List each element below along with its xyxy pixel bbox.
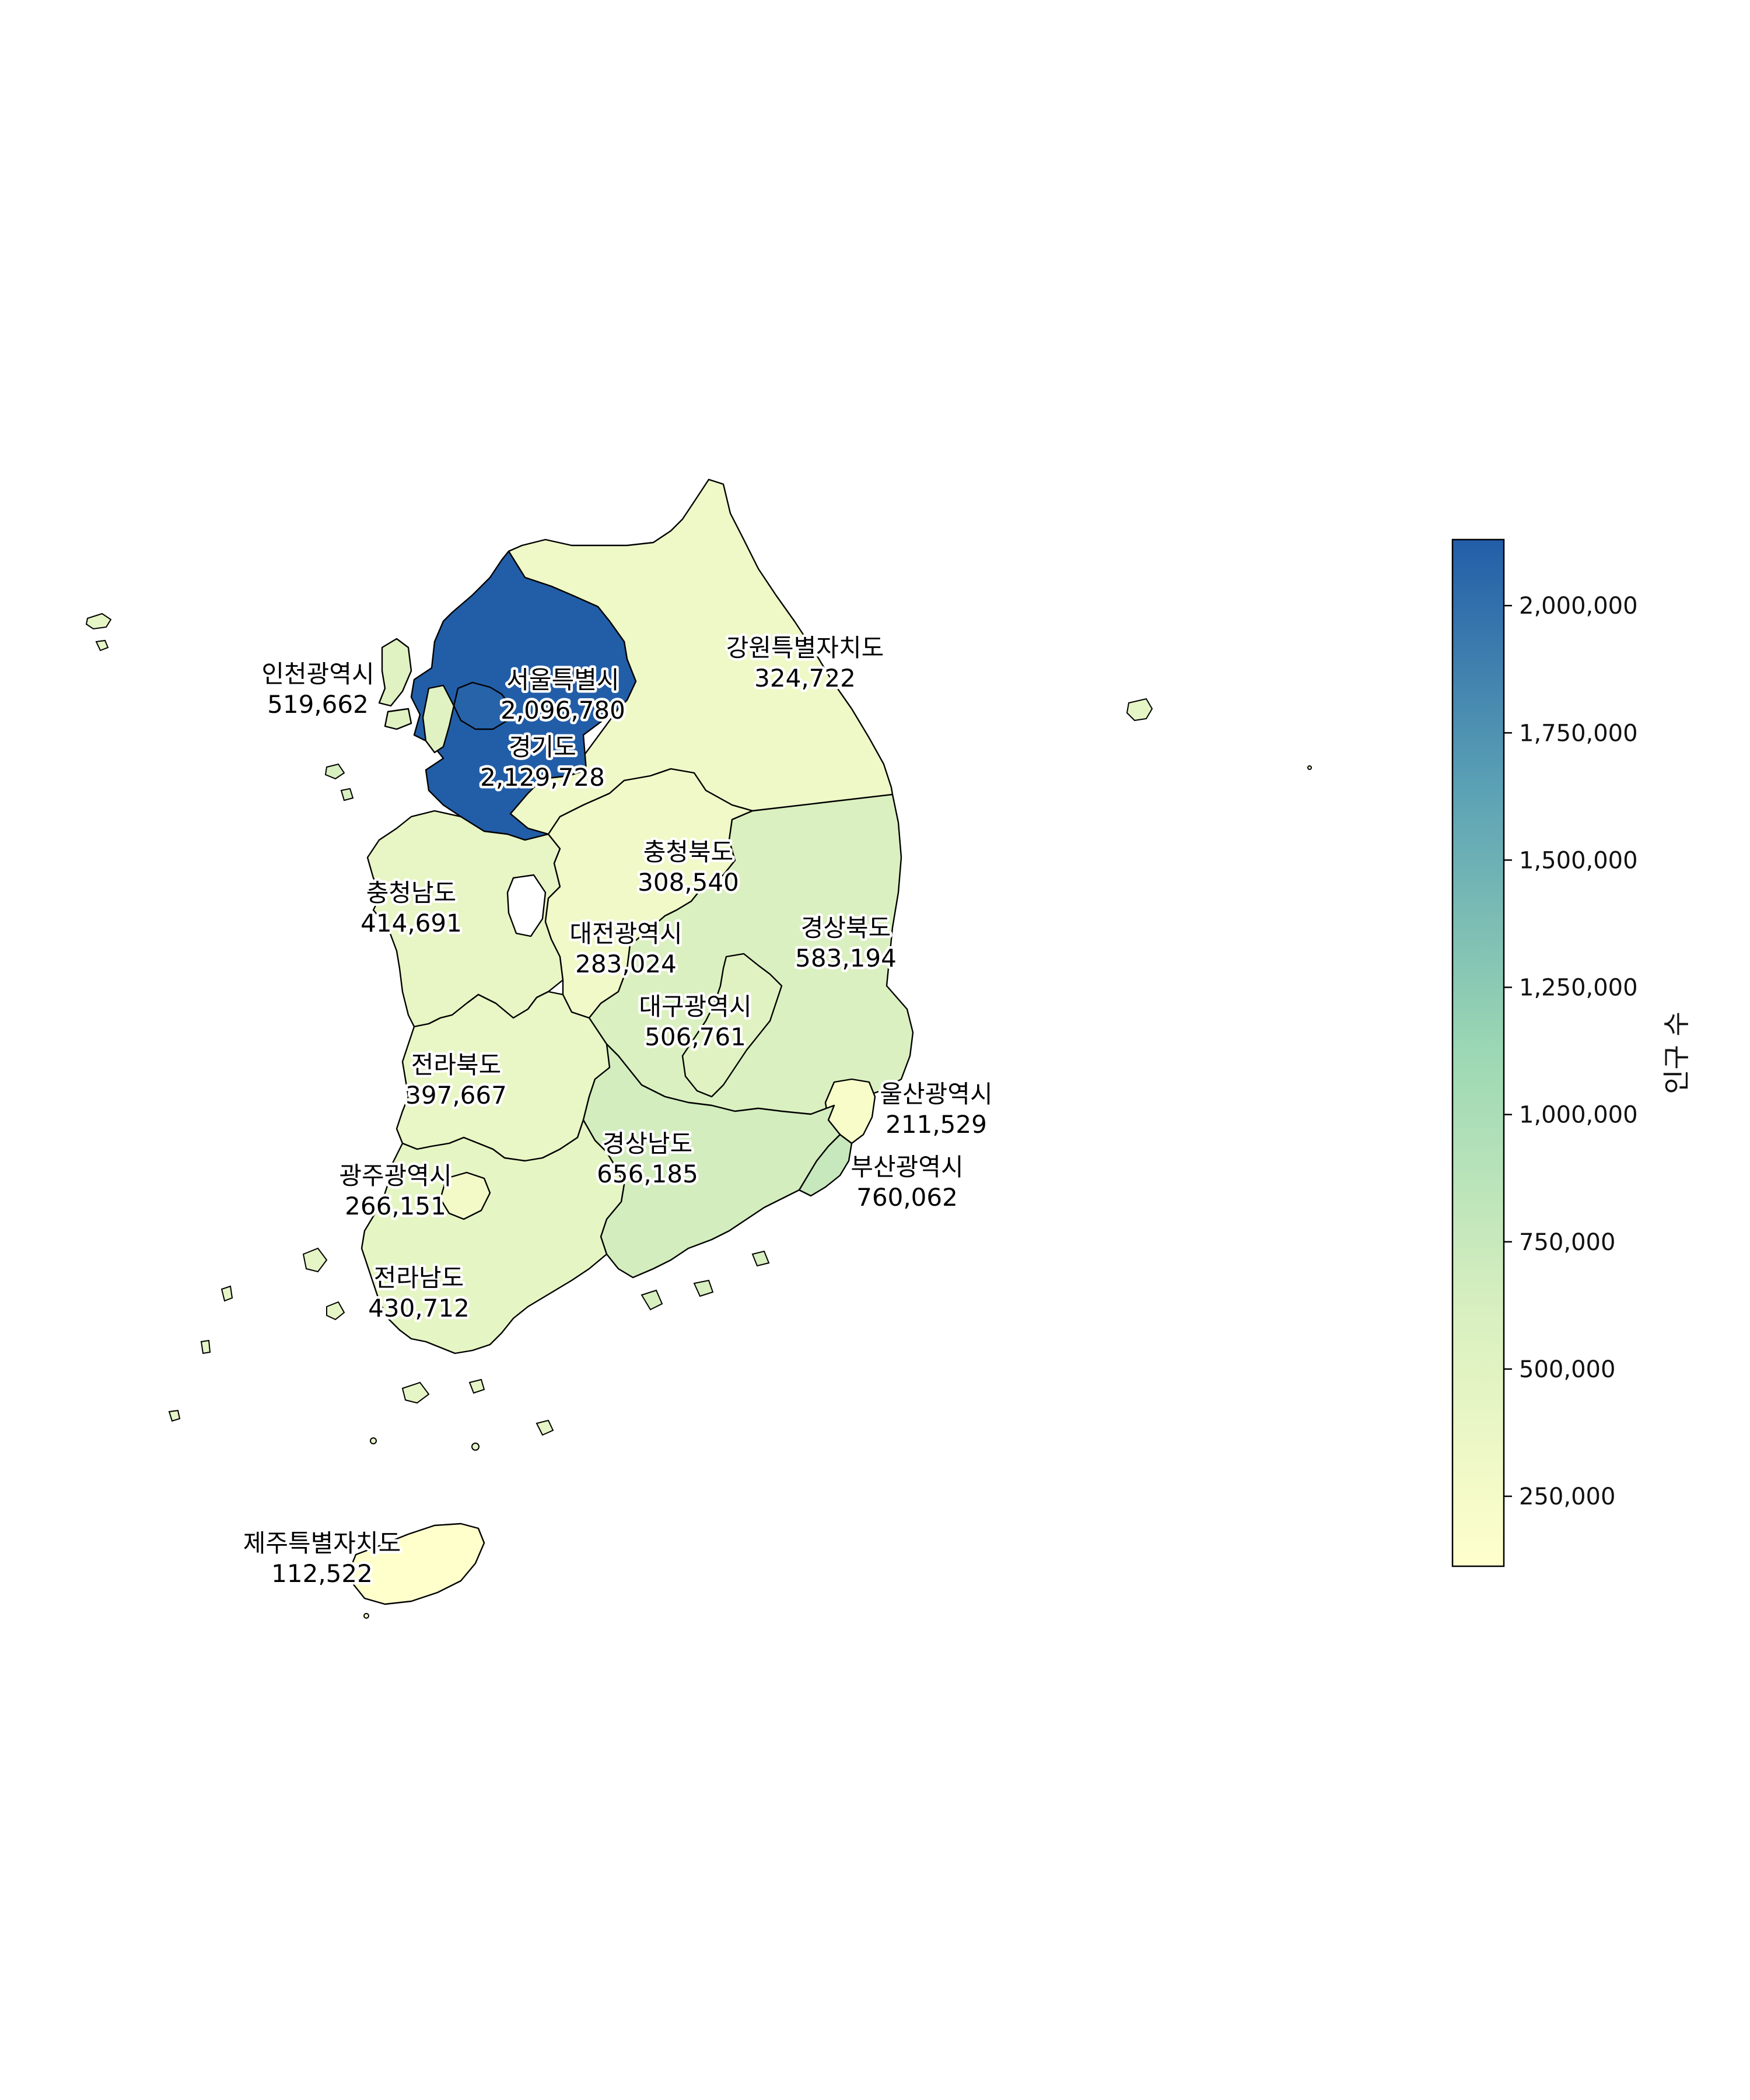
island-dokdo [1307, 765, 1312, 770]
region-value-daegu: 506,761 [645, 1023, 746, 1051]
colorbar-tick-label: 1,000,000 [1519, 1102, 1638, 1129]
island-s-4 [640, 1289, 663, 1311]
region-name-jeju: 제주특별자치도 [243, 1529, 401, 1558]
region-name-busan: 부산광역시 [850, 1153, 963, 1181]
region-value-gangwon: 324,722 [754, 664, 856, 692]
region-gwangju[interactable] [439, 1171, 491, 1220]
region-value-ulsan: 211,529 [886, 1110, 987, 1139]
region-name-daejeon: 대전광역시 [569, 919, 682, 948]
island-jeju-small [363, 1613, 369, 1619]
island-sw-4 [200, 1339, 211, 1354]
colorbar-tick-label: 1,250,000 [1519, 975, 1638, 1002]
region-name-incheon: 인천광역시 [261, 660, 374, 688]
island-s-2 [536, 1419, 554, 1436]
region-value-incheon: 519,662 [267, 690, 369, 719]
region-name-jeonnam: 전라남도 [374, 1264, 464, 1292]
region-daejeon[interactable] [506, 874, 547, 937]
regions-layer [349, 478, 914, 1605]
region-name-daegu: 대구광역시 [639, 992, 751, 1021]
island-sw-3 [220, 1285, 233, 1302]
island-daecheong [95, 639, 109, 652]
region-name-gyeonggi: 경기도 [509, 733, 576, 761]
region-value-gyeongbuk: 583,194 [795, 944, 897, 972]
region-jeonnam[interactable] [360, 1119, 625, 1354]
region-value-chungbuk: 308,540 [638, 868, 739, 897]
region-daegu[interactable] [681, 953, 783, 1098]
region-jeju[interactable] [349, 1522, 485, 1605]
island-sw-5 [168, 1409, 181, 1422]
region-name-chungnam: 충청남도 [366, 878, 457, 907]
island-baengnyeong [85, 612, 112, 630]
island-s-1 [401, 1381, 430, 1404]
region-incheon-islands[interactable] [384, 708, 412, 730]
region-value-jeonbuk: 397,667 [405, 1081, 507, 1110]
island-s-8 [370, 1437, 377, 1444]
region-value-jeju: 112,522 [271, 1559, 373, 1588]
region-value-jeonnam: 430,712 [368, 1294, 470, 1322]
region-name-gyeongnam: 경상남도 [603, 1129, 693, 1158]
island-s-5 [693, 1279, 714, 1297]
island-west-2 [340, 788, 354, 802]
colorbar-tick-label: 750,000 [1519, 1229, 1615, 1256]
region-incheon-ganghwa[interactable] [378, 638, 412, 707]
region-incheon[interactable] [422, 684, 455, 754]
island-s-6 [751, 1250, 770, 1267]
colorbar: 250,000 500,000 750,000 1,000,000 1,250,000 1… [1451, 538, 1692, 1567]
region-name-gangwon: 강원특별자치도 [726, 634, 884, 662]
region-name-jeonbuk: 전라북도 [411, 1051, 502, 1079]
island-sw-2 [326, 1301, 345, 1321]
region-seoul[interactable] [453, 681, 512, 730]
island-ulleungdo [1126, 698, 1153, 722]
colorbar-tick-label: 1,750,000 [1519, 720, 1638, 747]
colorbar-tick-label: 500,000 [1519, 1356, 1615, 1383]
island-sw-1 [302, 1247, 328, 1273]
region-value-chungnam: 414,691 [360, 909, 462, 937]
region-value-daejeon: 283,024 [575, 950, 677, 978]
region-name-seoul: 서울특별시 [506, 666, 619, 694]
region-value-gyeonggi: 2,129,728 [480, 763, 605, 792]
region-value-gyeongnam: 656,185 [597, 1160, 698, 1188]
region-name-ulsan: 울산광역시 [880, 1080, 992, 1108]
colorbar-tick-label: 2,000,000 [1519, 593, 1638, 620]
colorbar-title: 인구 수 [1661, 1012, 1692, 1094]
region-value-busan: 760,062 [856, 1183, 958, 1212]
region-name-chungbuk: 충청북도 [643, 838, 734, 866]
island-s-3 [468, 1378, 485, 1394]
island-s-7 [471, 1443, 480, 1451]
island-west-1 [324, 763, 345, 780]
islands-layer [85, 612, 1312, 1619]
region-value-seoul: 2,096,780 [501, 696, 625, 724]
colorbar-tick-label: 250,000 [1519, 1483, 1615, 1510]
colorbar-gradient [1451, 538, 1505, 1567]
colorbar-ticks: 250,000 500,000 750,000 1,000,000 1,250,000 1… [1504, 593, 1638, 1510]
colorbar-tick-label: 1,500,000 [1519, 847, 1638, 874]
region-name-gyeongbuk: 경상북도 [801, 914, 891, 942]
region-name-gwangju: 광주광역시 [339, 1161, 452, 1190]
region-value-gwangju: 266,151 [345, 1192, 446, 1220]
